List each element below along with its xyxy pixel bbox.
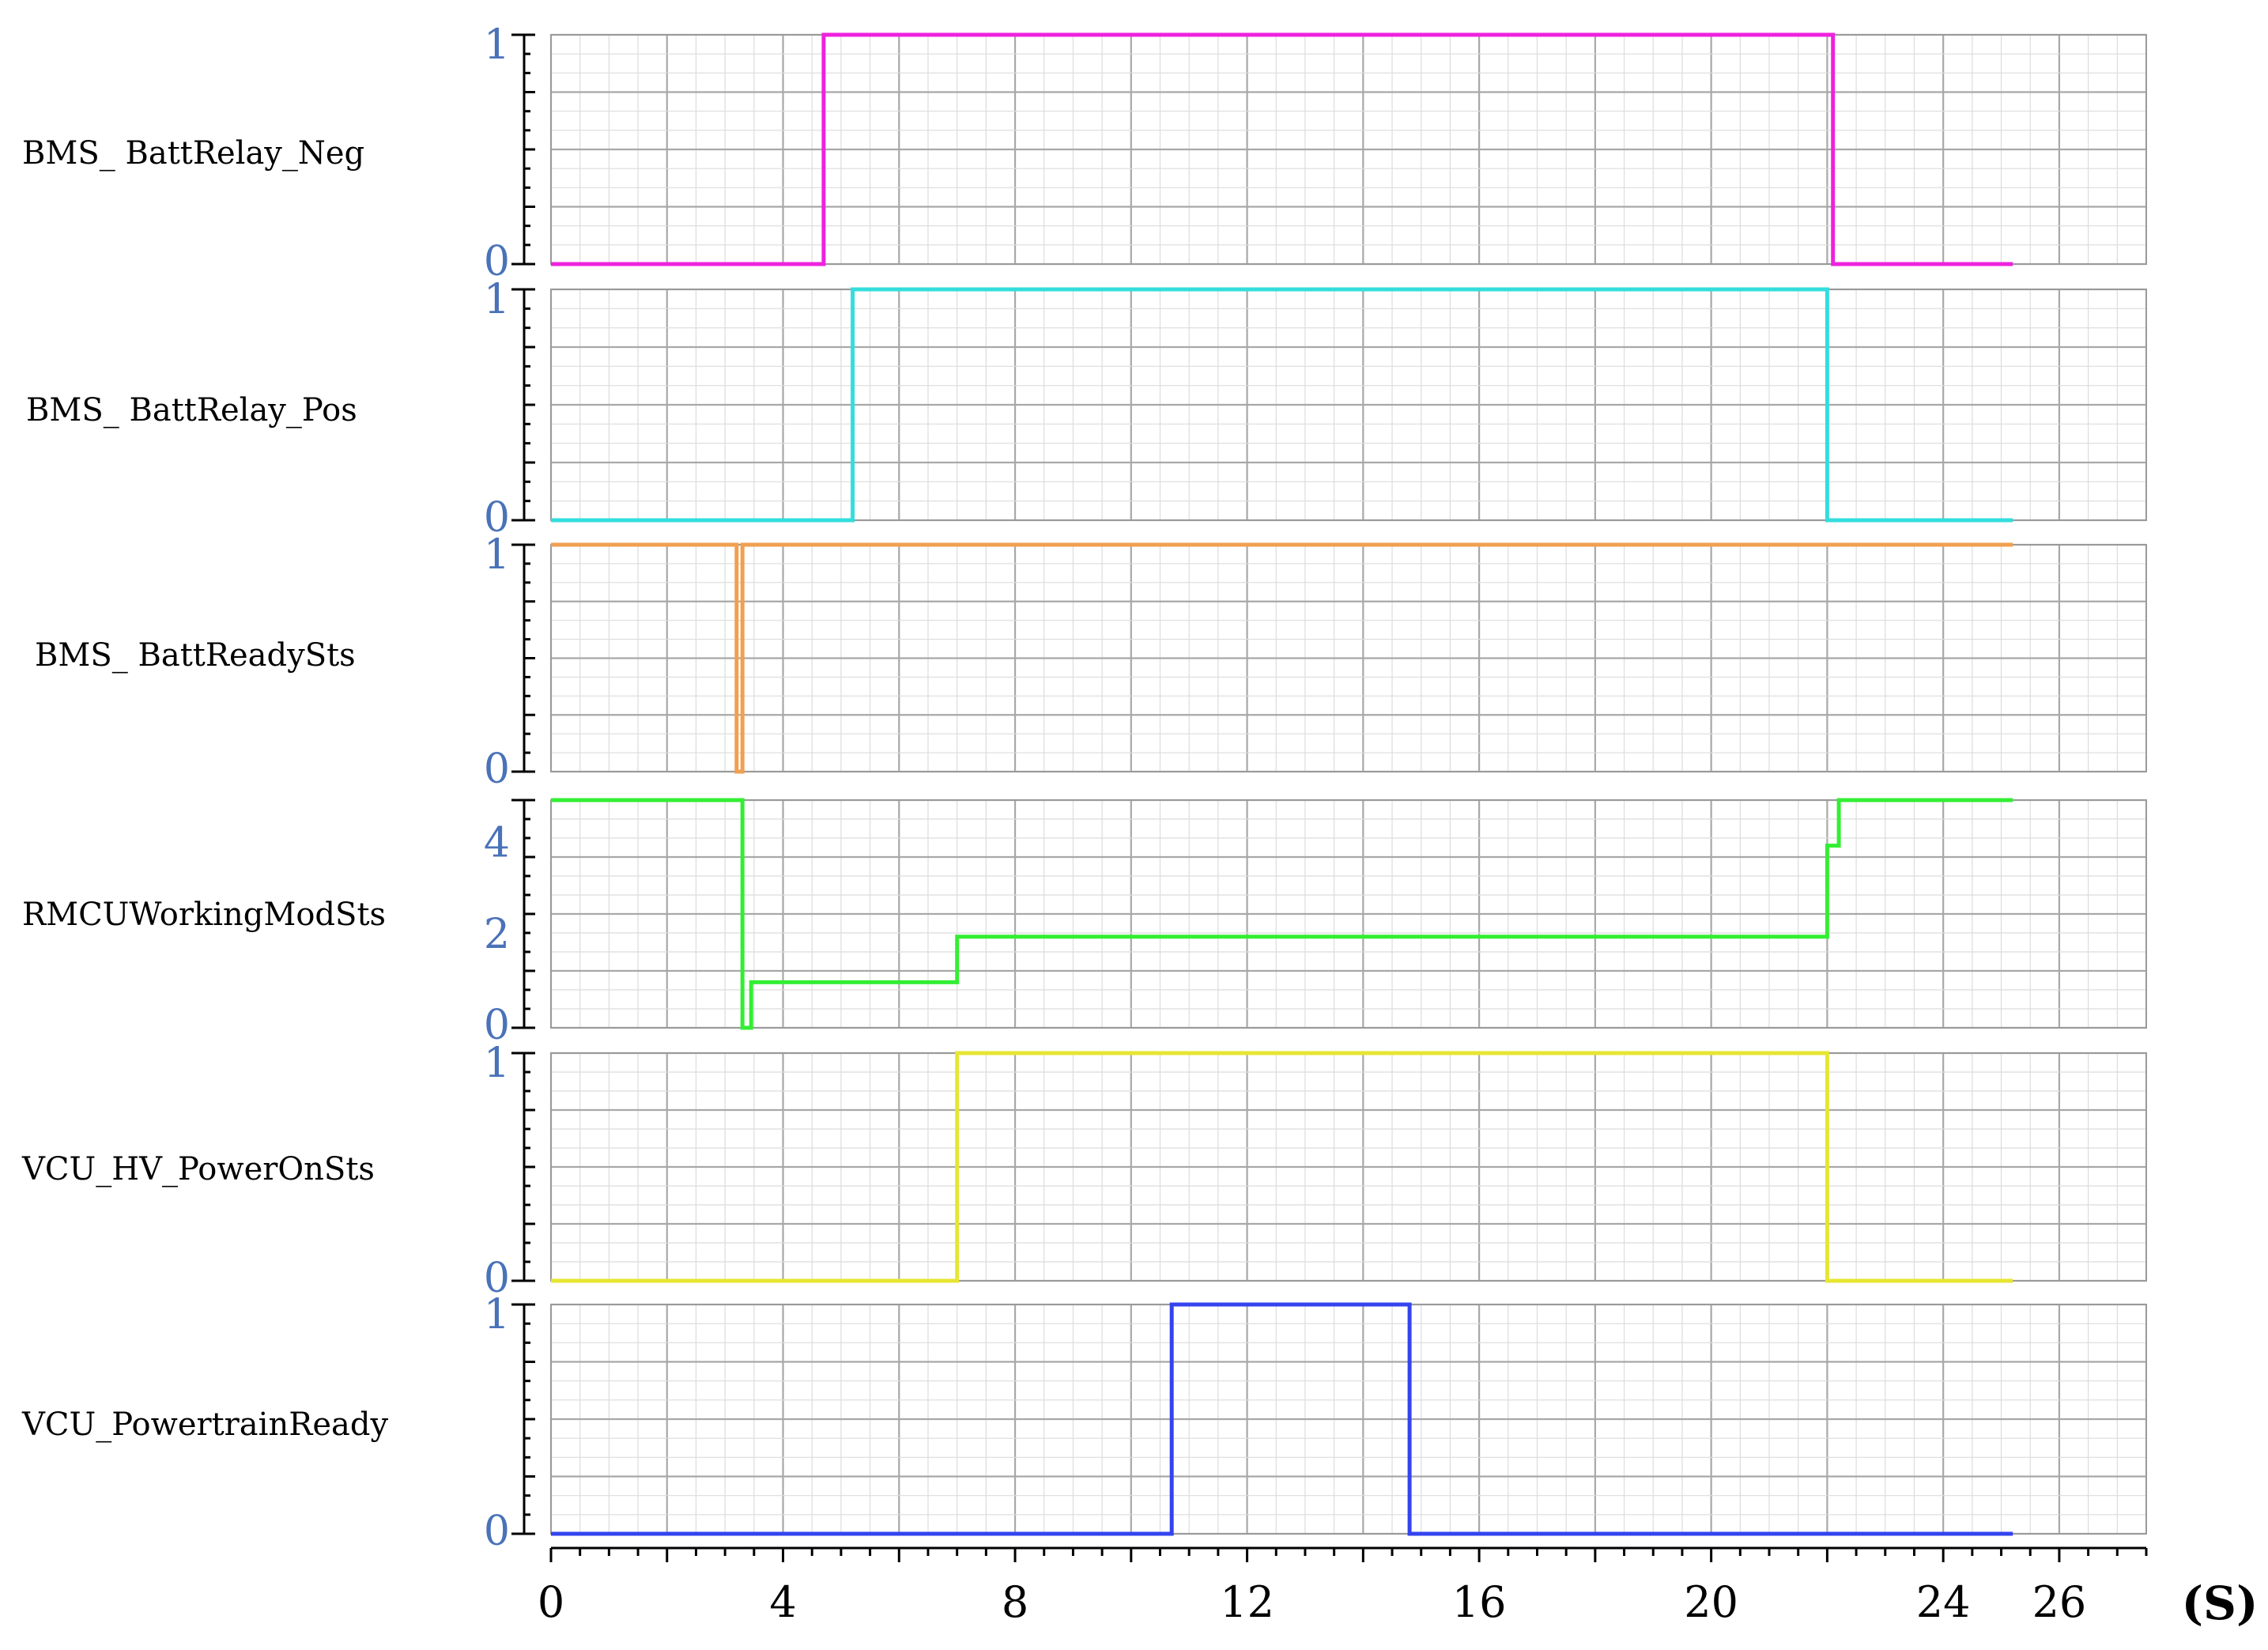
y-tick-label: 0 — [484, 238, 510, 285]
panel-border — [550, 799, 2147, 1029]
x-unit-label: (S) — [2182, 1576, 2259, 1630]
x-tick-label: 8 — [1002, 1577, 1028, 1627]
y-tick-label: 1 — [484, 1040, 510, 1087]
signal-label: VCU_HV_PowerOnSts — [22, 1151, 375, 1187]
y-tick-label: 0 — [484, 494, 510, 542]
signal-label: BMS_ BattRelay_Neg — [22, 135, 365, 172]
y-tick-label: 1 — [484, 1291, 510, 1339]
series-line-0 — [551, 32, 2013, 266]
y-tick-label: 1 — [484, 531, 510, 579]
signal-label: BMS_ BattRelay_Pos — [26, 392, 357, 429]
y-tick-label: 1 — [484, 21, 510, 69]
signal-label: RMCUWorkingModSts — [22, 897, 387, 933]
y-tick-label: 0 — [484, 1255, 510, 1302]
series-line-1 — [551, 287, 2013, 523]
series-line-3 — [551, 798, 2013, 1030]
series-line-5 — [551, 1302, 2013, 1536]
signal-label: BMS_ BattReadySts — [35, 637, 356, 674]
x-tick-label: 4 — [769, 1577, 796, 1627]
y-tick-label: 1 — [484, 276, 510, 323]
x-tick-label: 12 — [1220, 1577, 1274, 1627]
y-tick-label: 2 — [484, 911, 510, 958]
y-tick-label: 0 — [484, 1508, 510, 1555]
x-tick-label: 20 — [1684, 1577, 1738, 1627]
y-tick-label: 0 — [484, 1002, 510, 1049]
x-tick-label: 24 — [1916, 1577, 1971, 1627]
x-tick-label: 26 — [2032, 1577, 2087, 1627]
series-line-2 — [551, 542, 2013, 774]
x-tick-label: 16 — [1452, 1577, 1507, 1627]
series-line-4 — [551, 1051, 2013, 1283]
x-tick-label: 0 — [538, 1577, 564, 1627]
signal-label: VCU_PowertrainReady — [22, 1406, 389, 1443]
y-tick-label: 4 — [484, 820, 510, 867]
y-tick-label: 0 — [484, 746, 510, 793]
